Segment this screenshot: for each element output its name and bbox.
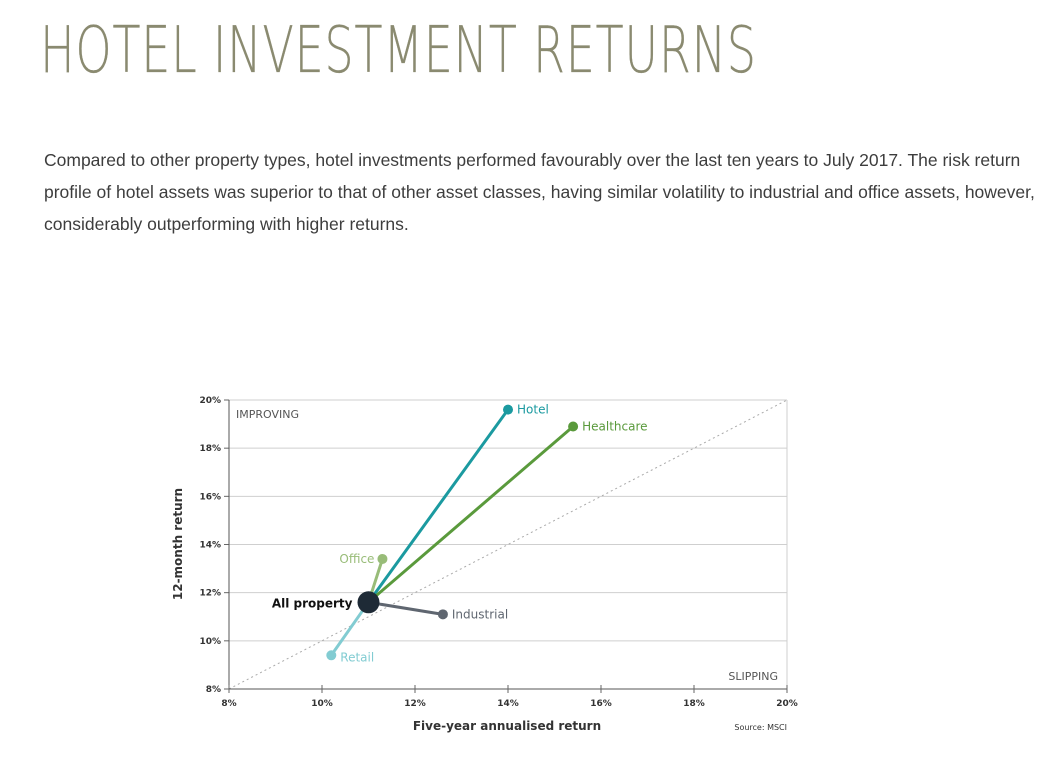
y-axis-title: 12-month return (171, 488, 185, 600)
industrial-point (437, 609, 448, 620)
all-property-label: All property (272, 596, 353, 610)
healthcare-label: Healthcare (582, 419, 647, 433)
industrial-label: Industrial (452, 607, 508, 621)
x-tick-label: 16% (590, 699, 612, 709)
industrial-line (367, 600, 445, 616)
healthcare-point (568, 421, 579, 432)
y-tick-label: 18% (199, 444, 221, 454)
x-axis-title: Five-year annualised return (413, 719, 601, 733)
y-tick-label: 8% (206, 685, 221, 695)
y-tick-label: 16% (199, 492, 221, 502)
chart-point-labels: Hotel Healthcare Office Industrial Retail All… (272, 403, 648, 665)
hotel-point (503, 404, 513, 415)
chart-grid (229, 399, 788, 690)
source-label: Source: MSCI (734, 723, 787, 732)
page-title: HOTEL INVESTMENT RETURNS (40, 14, 757, 88)
improving-label: IMPROVING (236, 408, 299, 421)
retail-point (326, 650, 337, 661)
chart-points (326, 404, 579, 661)
y-tick-label: 14% (199, 541, 221, 551)
x-tick-label: 12% (404, 699, 426, 709)
office-point (377, 553, 388, 564)
chart-lines (329, 408, 575, 657)
y-tick-label: 20% (199, 396, 221, 406)
x-tick-label: 20% (776, 699, 798, 709)
y-tick-label: 12% (199, 589, 221, 599)
all-property-point (357, 591, 380, 614)
x-tick-label: 10% (311, 699, 333, 709)
y-tick-label: 10% (199, 637, 221, 647)
office-label: Office (339, 552, 374, 566)
chart-axes: 8% 10% 12% 14% 16% 18% 20% 8% 10% 12% 14% 16% 18% 20% (199, 396, 797, 709)
x-tick-label: 18% (683, 699, 705, 709)
x-tick-label: 14% (497, 699, 519, 709)
hotel-line (367, 408, 510, 604)
retail-label: Retail (340, 650, 374, 664)
x-tick-label: 8% (221, 699, 236, 709)
slipping-label: SLIPPING (728, 670, 778, 683)
hotel-label: Hotel (517, 403, 549, 417)
healthcare-line (367, 424, 575, 604)
intro-paragraph: Compared to other property types, hotel … (44, 150, 1035, 234)
